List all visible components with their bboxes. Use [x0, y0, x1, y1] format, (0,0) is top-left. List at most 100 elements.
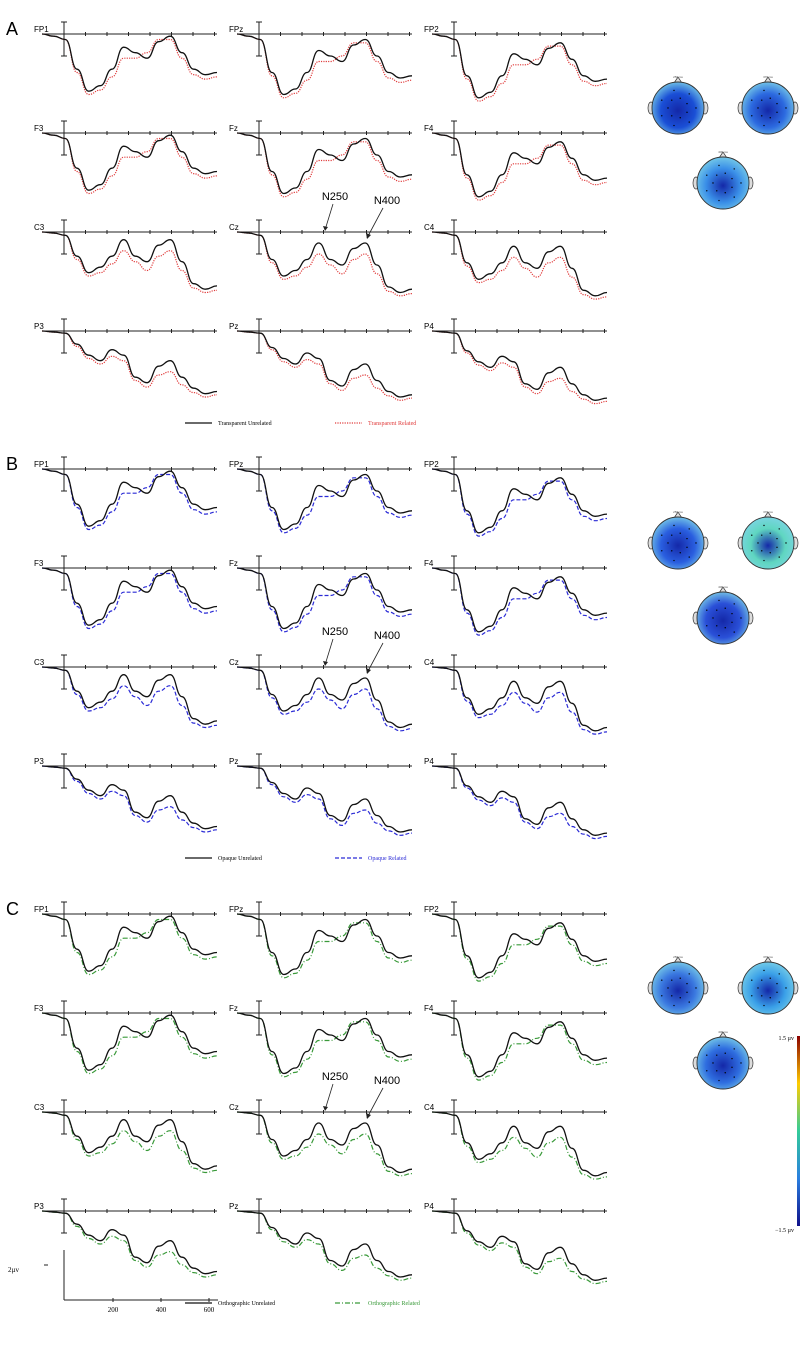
erp-plot-c3: C3: [34, 219, 218, 294]
annotation-n250: N250: [322, 191, 348, 203]
erp-plot-p3: P3: [34, 1198, 218, 1278]
erp-plot-cz: Cz N250 N400: [229, 1071, 413, 1177]
erp-plot-fz: Fz: [229, 555, 413, 633]
electrode-dot: [769, 997, 771, 999]
electrode-dot: [688, 1001, 690, 1003]
electrode-dot: [751, 550, 753, 552]
electrode-dot: [688, 93, 690, 95]
topomaps: 250 ms 370 ms 400 ms: [647, 510, 799, 645]
electrode-dot: [740, 182, 742, 184]
unrelated-waveform: [431, 468, 608, 534]
erp-plot-fp2: FP2: [424, 901, 608, 982]
electrode-dot: [776, 111, 778, 114]
electrode-dot: [679, 117, 681, 119]
electrode-dot: [761, 534, 763, 536]
electrode-label: FP2: [424, 460, 439, 469]
annotation-n250: N250: [322, 1071, 348, 1083]
electrode-label: FP1: [34, 25, 49, 34]
electrode-dot: [686, 546, 688, 549]
electrode-label: FP2: [424, 905, 439, 914]
related-waveform: [236, 1111, 413, 1177]
erp-plot-fpz: FPz: [229, 901, 413, 979]
related-waveform: [41, 666, 218, 729]
electrode-dot: [667, 542, 669, 544]
unrelated-waveform: [431, 132, 608, 198]
electrode-dot: [751, 995, 753, 997]
erp-plot-f4: F4: [424, 555, 608, 636]
electrode-dot: [731, 612, 733, 615]
electrode-dot: [686, 991, 688, 994]
electrode-label: F4: [424, 559, 434, 568]
arrow-head: [323, 1106, 328, 1111]
related-waveform: [431, 132, 608, 201]
related-waveform: [431, 765, 608, 840]
related-waveform: [41, 231, 218, 294]
electrode-dot: [716, 1070, 718, 1072]
erp-plot-c3: C3: [34, 1099, 218, 1174]
electrode-dot: [769, 552, 771, 554]
time-tick-label: 400: [156, 1306, 167, 1314]
electrode-dot: [718, 1044, 720, 1047]
electrode-dot: [661, 550, 663, 552]
electrode-dot: [763, 559, 765, 562]
electrode-dot: [671, 99, 673, 101]
related-waveform: [431, 1012, 608, 1081]
time-tick-label: 600: [204, 1306, 215, 1314]
electrode-label: FP1: [34, 460, 49, 469]
legend-related: Transparent Related: [368, 421, 416, 427]
electrode-dot: [686, 537, 688, 540]
erp-plot-c4: C4: [424, 1099, 608, 1180]
unrelated-waveform: [236, 567, 413, 630]
electrode-dot: [688, 121, 690, 123]
electrode-dot: [673, 559, 675, 562]
scalp-map: [741, 516, 795, 570]
scalp-map: [651, 516, 705, 570]
electrode-dot: [671, 534, 673, 536]
unrelated-waveform: [41, 567, 218, 626]
erp-plot-c3: C3: [34, 654, 218, 729]
scalp-map: [696, 156, 750, 210]
electrode-dot: [778, 121, 780, 123]
colorbar-max-label: 1.5 µv: [779, 1036, 794, 1042]
electrode-dot: [667, 987, 669, 989]
electrode-dot: [712, 617, 714, 619]
electrode-dot: [761, 995, 763, 997]
arrow-head: [366, 233, 371, 239]
erp-plot-p4: P4: [424, 1198, 608, 1285]
electrode-dot: [706, 609, 708, 611]
unrelated-waveform: [431, 666, 608, 732]
erp-plot-fp1: FP1: [34, 21, 218, 96]
electrode-label: FPz: [229, 460, 243, 469]
electrode-label: P3: [34, 757, 44, 766]
electrode-dot: [673, 969, 675, 972]
electrode-dot: [785, 542, 787, 544]
annotation-arrow: [324, 203, 334, 231]
electrode-dot: [671, 115, 673, 117]
electrode-dot: [763, 1004, 765, 1007]
annotation-arrow: [366, 1087, 384, 1119]
electrode-dot: [761, 550, 763, 552]
electrode-dot: [661, 995, 663, 997]
electrode-dot: [724, 1072, 726, 1074]
electrode-dot: [733, 603, 735, 605]
electrode-dot: [695, 542, 697, 544]
topomap-2: 370 ms: [737, 510, 799, 570]
electrode-dot: [716, 1054, 718, 1056]
electrode-dot: [785, 987, 787, 989]
scalp-map: [696, 1036, 750, 1090]
related-waveform: [431, 33, 608, 102]
electrode-dot: [761, 979, 763, 981]
topomap-3: 400 ms: [692, 1030, 754, 1090]
electrode-dot: [688, 528, 690, 530]
electrode-dot: [679, 997, 681, 999]
electrode-dot: [724, 192, 726, 194]
electrode-label: F4: [424, 1004, 434, 1013]
electrode-dot: [673, 89, 675, 92]
electrode-dot: [733, 168, 735, 170]
arrow-head: [323, 226, 328, 231]
annotation-arrow: [366, 642, 384, 674]
electrode-dot: [757, 107, 759, 109]
erp-plot-fz: Fz: [229, 1000, 413, 1078]
electrode-dot: [776, 537, 778, 540]
electrode-dot: [733, 196, 735, 198]
